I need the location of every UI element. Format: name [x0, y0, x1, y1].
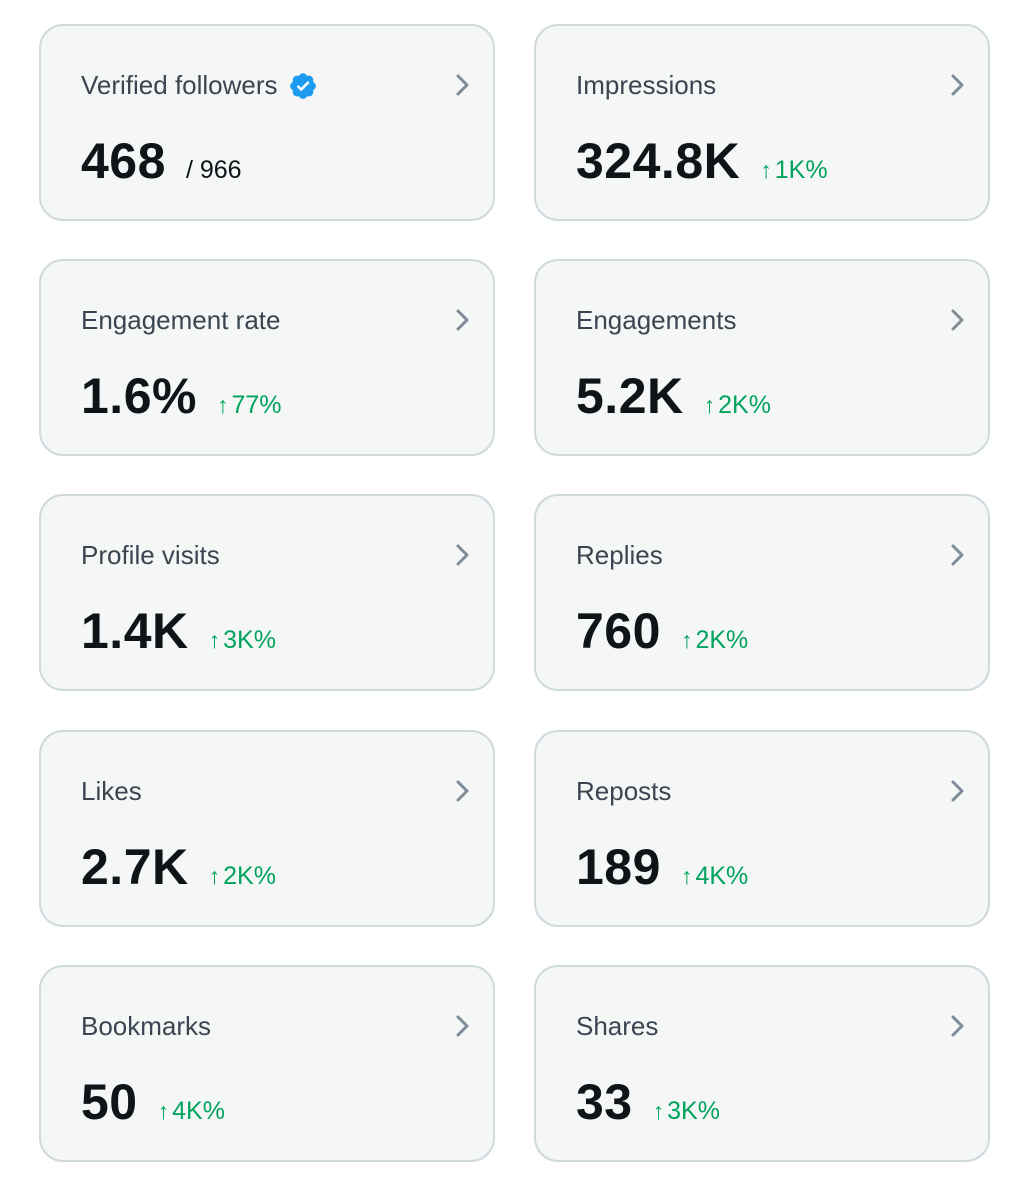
value-row: 189 ↑ 4K% [576, 838, 748, 896]
card-title: Shares [576, 1011, 659, 1041]
card-verified-followers[interactable]: Verified followers 468 / 966 [39, 24, 495, 221]
delta-value: 2K% [695, 626, 749, 654]
metric-delta: ↑ 2K% [209, 862, 276, 891]
card-profile-visits[interactable]: Profile visits 1.4K ↑ 3K% [39, 494, 495, 691]
card-shares[interactable]: Shares 33 ↑ 3K% [534, 965, 990, 1162]
metric-value: 324.8K [576, 133, 741, 189]
verified-badge-icon [289, 72, 316, 99]
delta-value: 3K% [223, 626, 276, 654]
metric-delta: ↑ 77% [217, 391, 282, 420]
chevron-right-icon[interactable] [948, 70, 968, 100]
card-likes[interactable]: Likes 2.7K ↑ 2K% [39, 730, 495, 927]
card-engagement-rate[interactable]: Engagement rate 1.6% ↑ 77% [39, 259, 495, 456]
metric-value: 5.2K [576, 368, 684, 424]
value-row: 1.6% ↑ 77% [81, 367, 282, 425]
metric-delta: ↑ 2K% [704, 391, 771, 420]
card-title-wrap: Verified followers [81, 70, 318, 101]
arrow-up-icon: ↑ [680, 627, 693, 653]
chevron-right-icon[interactable] [948, 540, 968, 570]
card-replies[interactable]: Replies 760 ↑ 2K% [534, 494, 990, 691]
arrow-up-icon: ↑ [680, 863, 693, 889]
chevron-right-icon[interactable] [948, 1011, 968, 1041]
card-title: Replies [576, 540, 663, 570]
metric-value: 50 [81, 1074, 138, 1130]
metric-delta: ↑ 3K% [209, 626, 276, 655]
arrow-up-icon: ↑ [216, 392, 229, 418]
card-bookmarks[interactable]: Bookmarks 50 ↑ 4K% [39, 965, 495, 1162]
metric-delta: ↑ 3K% [653, 1097, 720, 1126]
metric-value: 760 [576, 603, 661, 659]
chevron-right-icon[interactable] [948, 305, 968, 335]
delta-value: 4K% [172, 1097, 225, 1125]
chevron-right-icon[interactable] [453, 1011, 473, 1041]
metric-value: 189 [576, 839, 661, 895]
metric-delta: ↑ 1K% [760, 156, 827, 185]
metric-value: 1.6% [81, 368, 197, 424]
card-title: Reposts [576, 776, 672, 806]
value-row: 468 / 966 [81, 132, 242, 190]
metric-delta: ↑ 4K% [158, 1097, 225, 1126]
delta-value: 4K% [695, 862, 749, 890]
arrow-up-icon: ↑ [157, 1098, 170, 1124]
delta-value: 77% [231, 391, 282, 419]
value-row: 50 ↑ 4K% [81, 1073, 225, 1131]
chevron-right-icon[interactable] [453, 540, 473, 570]
delta-value: 3K% [667, 1097, 720, 1125]
arrow-up-icon: ↑ [703, 392, 716, 418]
value-row: 760 ↑ 2K% [576, 602, 748, 660]
chevron-right-icon[interactable] [453, 776, 473, 806]
card-title-wrap: Replies [576, 540, 663, 571]
card-title-wrap: Profile visits [81, 540, 220, 571]
chevron-right-icon[interactable] [948, 776, 968, 806]
metric-delta: ↑ 4K% [681, 862, 748, 891]
chevron-right-icon[interactable] [453, 70, 473, 100]
delta-value: 2K% [223, 862, 276, 890]
value-row: 1.4K ↑ 3K% [81, 602, 276, 660]
metric-value: 1.4K [81, 603, 189, 659]
card-title-wrap: Reposts [576, 776, 671, 807]
card-title-wrap: Shares [576, 1011, 658, 1042]
card-impressions[interactable]: Impressions 324.8K ↑ 1K% [534, 24, 990, 221]
card-title-wrap: Likes [81, 776, 142, 807]
card-title-wrap: Engagements [576, 305, 736, 336]
arrow-up-icon: ↑ [208, 863, 221, 889]
metric-value: 33 [576, 1074, 633, 1130]
card-reposts[interactable]: Reposts 189 ↑ 4K% [534, 730, 990, 927]
arrow-up-icon: ↑ [652, 1098, 665, 1124]
card-title: Impressions [576, 70, 717, 100]
card-engagements[interactable]: Engagements 5.2K ↑ 2K% [534, 259, 990, 456]
metric-value: 468 [81, 133, 166, 189]
arrow-up-icon: ↑ [760, 157, 772, 183]
card-title: Engagement rate [81, 305, 281, 335]
value-row: 5.2K ↑ 2K% [576, 367, 771, 425]
card-title: Profile visits [81, 540, 220, 570]
chevron-right-icon[interactable] [453, 305, 473, 335]
arrow-up-icon: ↑ [208, 627, 221, 653]
card-title-wrap: Engagement rate [81, 305, 280, 336]
metric-total: / 966 [185, 156, 242, 184]
card-title: Likes [81, 776, 142, 806]
card-title-wrap: Bookmarks [81, 1011, 211, 1042]
card-title: Engagements [576, 305, 737, 335]
card-title: Verified followers [81, 70, 278, 100]
delta-value: 2K% [718, 391, 771, 419]
card-title-wrap: Impressions [576, 70, 716, 101]
value-row: 2.7K ↑ 2K% [81, 838, 276, 896]
metric-value: 2.7K [81, 839, 189, 895]
value-row: 324.8K ↑ 1K% [576, 132, 828, 190]
metric-delta: ↑ 2K% [681, 626, 748, 655]
value-row: 33 ↑ 3K% [576, 1073, 720, 1131]
card-title: Bookmarks [81, 1011, 212, 1041]
delta-value: 1K% [774, 156, 828, 184]
